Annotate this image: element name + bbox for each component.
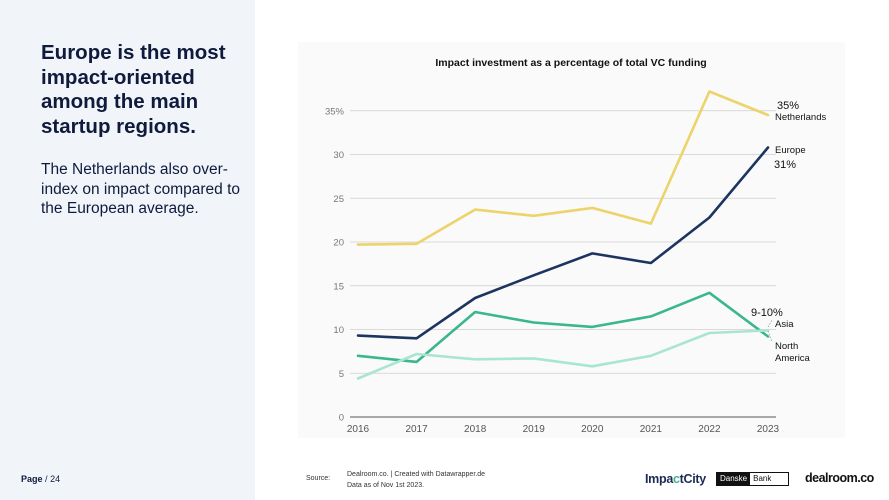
annotation-na-name-2: America [775, 353, 811, 364]
annotation-asia-value: 9-10% [751, 307, 783, 319]
x-tick-label: 2018 [464, 424, 487, 435]
impactcity-logo-part1: Impa [645, 472, 673, 486]
page-number: Page / 24 [21, 474, 60, 484]
danske-logo-part2: Bank [753, 474, 772, 483]
y-tick-label: 25 [333, 194, 344, 205]
impactcity-logo-part2: tCity [679, 472, 707, 486]
danske-bank-logo: Danske Bank [716, 472, 789, 486]
y-tick-label: 10 [333, 325, 344, 336]
x-tick-label: 2022 [698, 424, 721, 435]
y-tick-label: 30 [333, 150, 344, 161]
x-tick-label: 2020 [581, 424, 604, 435]
source-label: Source: [306, 475, 331, 482]
page-subtext: The Netherlands also over-index on impac… [41, 161, 241, 217]
dealroom-logo: dealroom.co [805, 471, 874, 485]
page-label: Page [21, 474, 43, 484]
x-tick-label: 2023 [757, 424, 780, 435]
left-panel [0, 0, 255, 500]
annotation-eu-value: 31% [774, 159, 796, 171]
annotation-eu-name: Europe [775, 145, 806, 156]
x-tick-label: 2019 [523, 424, 546, 435]
page-headline: Europe is the most impact-oriented among… [41, 41, 226, 138]
y-tick-label: 35% [325, 106, 345, 117]
y-tick-label: 15 [333, 281, 344, 292]
annotation-asia-name: Asia [775, 319, 794, 330]
series-line-asia [356, 291, 770, 364]
source-text: Dealroom.co. | Created with Datawrapper.… [347, 469, 485, 491]
annotation-nl-name: Netherlands [775, 112, 826, 123]
page-number-value: 24 [50, 474, 61, 484]
source-line-2: Data as of Nov 1st 2023. [347, 482, 425, 489]
series-line-north-america [356, 329, 770, 380]
source-line-1: Dealroom.co. | Created with Datawrapper.… [347, 471, 485, 478]
impactcity-logo: ImpactCity [645, 472, 706, 486]
x-tick-label: 2017 [405, 424, 428, 435]
x-tick-label: 2016 [347, 424, 370, 435]
chart-title: Impact investment as a percentage of tot… [435, 57, 707, 69]
asia-leader-line [767, 319, 773, 328]
annotation-nl-value: 35% [777, 100, 799, 112]
y-tick-label: 5 [339, 369, 344, 380]
line-chart: 0 5 10 15 20 25 30 35% 2016 2017 2018 2019 2020 2021 2… [325, 90, 826, 435]
annotation-na-name-1: North [775, 341, 798, 352]
x-tick-label: 2021 [640, 424, 663, 435]
page-separator: / [45, 474, 48, 484]
series-line-europe [356, 146, 770, 340]
y-tick-label: 20 [333, 238, 344, 249]
y-tick-label: 0 [339, 413, 344, 424]
impactcity-logo-accent: c [672, 472, 680, 486]
danske-logo-part1: Danske [717, 473, 751, 485]
north-america-leader-line [767, 330, 773, 343]
series-line-netherlands [356, 90, 770, 246]
